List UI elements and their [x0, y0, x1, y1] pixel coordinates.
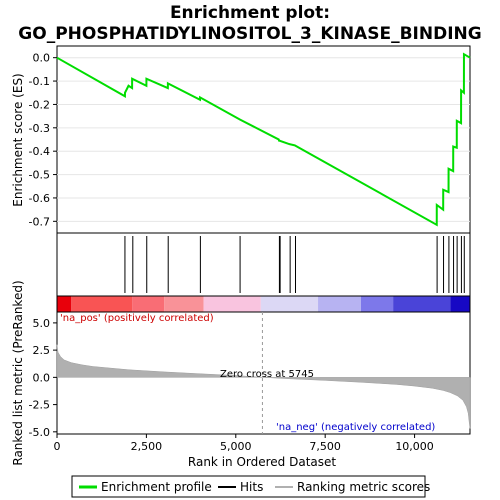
zero-cross-label: Zero cross at 5745: [220, 369, 314, 380]
es-ytick-label: 0.0: [33, 52, 51, 65]
chart-title-line2: GO_PHOSPHATIDYLINOSITOL_3_KINASE_BINDING: [18, 24, 481, 44]
metric-ylabel: Ranked list metric (PreRanked): [11, 280, 25, 465]
legend-metric-label: Ranking metric scores: [297, 480, 430, 494]
color-bar-segment: [132, 296, 165, 312]
ranking-metric-area: [56, 344, 471, 429]
color-bar-segment: [71, 296, 133, 312]
legend-enrichment-label: Enrichment profile: [101, 480, 212, 494]
color-bar-segment: [203, 296, 261, 312]
legend: Enrichment profile Hits Ranking metric s…: [71, 475, 430, 498]
metric-ytick-label: 0.0: [33, 371, 51, 384]
es-ytick-label: -0.2: [29, 98, 50, 111]
es-ytick-label: -0.7: [29, 215, 50, 228]
color-bar-segment: [393, 296, 451, 312]
xtick-label: 5,000: [220, 440, 252, 453]
chart-title-line1: Enrichment plot:: [170, 3, 330, 23]
hits-panel: [56, 232, 471, 297]
color-bar-segment: [164, 296, 204, 312]
rank-color-bar: [56, 295, 471, 313]
legend-hits-label: Hits: [240, 480, 263, 494]
color-bar-segment: [260, 296, 319, 312]
xtick-label: 7,500: [309, 440, 341, 453]
metric-ytick-label: 5.0: [33, 317, 51, 330]
es-ytick-label: -0.4: [29, 145, 50, 158]
xtick-label: 10,000: [395, 440, 434, 453]
es-ytick-label: -0.3: [29, 122, 50, 135]
color-bar-segment: [318, 296, 361, 312]
xaxis-label: Rank in Ordered Dataset: [188, 455, 336, 469]
color-bar-segment: [57, 296, 72, 312]
es-panel: 0.0 -0.1 -0.2 -0.3 -0.4 -0.5 -0.6 -0.7 Enrichme…: [11, 45, 471, 234]
xtick-label: 2,500: [131, 440, 163, 453]
es-ytick-label: -0.6: [29, 192, 50, 205]
metric-ytick-label: -5.0: [29, 426, 50, 439]
metric-ytick-label: -2.5: [29, 399, 50, 412]
enrichment-profile-line: [56, 52, 471, 227]
negative-correlation-label: 'na_neg' (negatively correlated): [276, 422, 435, 433]
ranked-metric-panel: 5.0 2.5 0.0 -2.5 -5.0 0 2,500 5,000 7,500 10,000…: [11, 280, 471, 469]
positive-correlation-label: 'na_pos' (positively correlated): [60, 313, 214, 324]
es-ytick-label: -0.5: [29, 169, 50, 182]
es-ytick-label: -0.1: [29, 75, 50, 88]
metric-ytick-label: 2.5: [33, 344, 51, 357]
xtick-label: 0: [54, 440, 61, 453]
color-bar-segment: [450, 296, 470, 312]
color-bar-segment: [360, 296, 394, 312]
es-ylabel: Enrichment score (ES): [11, 73, 25, 206]
